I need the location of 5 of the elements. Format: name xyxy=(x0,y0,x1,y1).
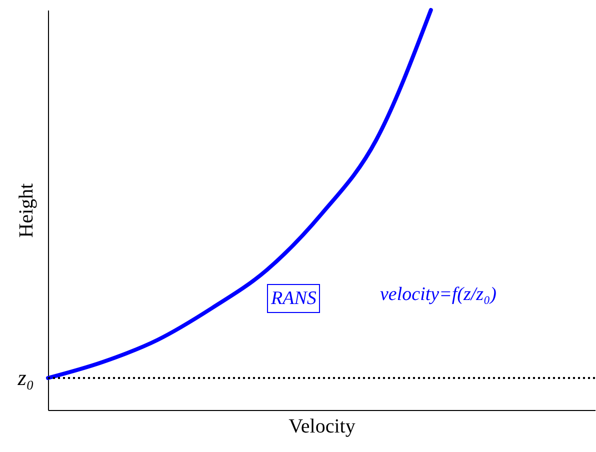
y-axis-title: Height xyxy=(16,182,38,238)
annotation: velocity=f(z/z₀) xyxy=(380,284,496,305)
x-axis-title: Velocity xyxy=(288,416,356,438)
annotation: RANS xyxy=(267,284,320,313)
ref-line-label: z₀ xyxy=(16,365,34,390)
